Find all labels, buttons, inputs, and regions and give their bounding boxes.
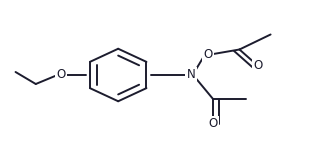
Text: O: O — [56, 69, 65, 81]
Text: O: O — [204, 48, 213, 60]
Text: O: O — [208, 117, 218, 130]
Text: O: O — [253, 60, 263, 72]
Text: N: N — [187, 69, 196, 81]
